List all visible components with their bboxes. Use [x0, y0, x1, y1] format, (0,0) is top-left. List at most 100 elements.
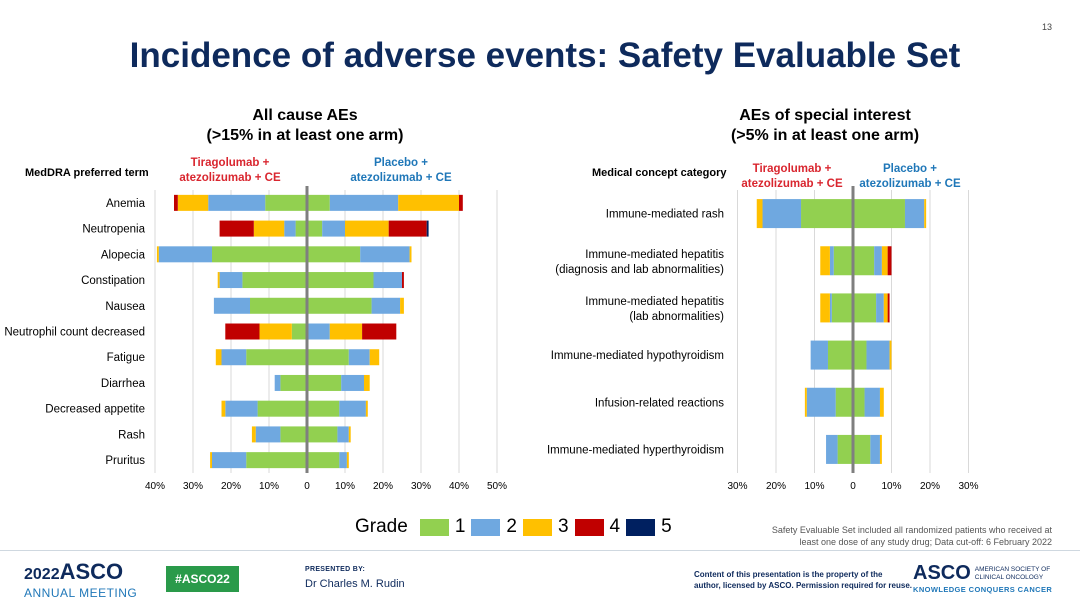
- bar-segment-tiragolumab-grade-1: [295, 220, 307, 237]
- bar-segment-placebo-grade-2: [874, 246, 882, 276]
- category-label: (lab abnormalities): [629, 311, 724, 323]
- x-tick-label: 20%: [766, 481, 786, 492]
- bar-segment-placebo-grade-1: [853, 434, 871, 464]
- right-column-header: Medical concept category: [592, 167, 727, 179]
- presenter-name: Dr Charles M. Rudin: [305, 578, 405, 590]
- bar-segment-tiragolumab-grade-4: [219, 220, 254, 237]
- bar-segment-placebo-grade-4: [459, 194, 463, 211]
- slide-title: Incidence of adverse events: Safety Eval…: [129, 36, 961, 75]
- legend-text: 3: [557, 516, 569, 537]
- category-label: (diagnosis and lab abnormalities): [555, 264, 724, 276]
- copyright-line: author, licensed by ASCO. Permission req…: [694, 581, 912, 590]
- bar-segment-tiragolumab-grade-1: [265, 194, 307, 211]
- x-tick-label: 10%: [804, 481, 824, 492]
- arm-label-line: Tiragolumab +: [190, 157, 270, 169]
- bar-segment-tiragolumab-grade-2: [255, 426, 281, 443]
- bar-segment-placebo-grade-1: [307, 194, 330, 211]
- left-chart-title-line1: All cause AEs: [252, 107, 358, 124]
- category-label: Pruritus: [105, 455, 145, 467]
- bar-segment-tiragolumab-grade-3: [820, 293, 830, 323]
- society-line: CLINICAL ONCOLOGY: [974, 573, 1044, 581]
- legend-item-grade-5: 5: [626, 516, 672, 538]
- x-tick-label: 20%: [920, 481, 940, 492]
- category-label: Anemia: [106, 198, 146, 210]
- right-arm-label-tiragolumab: Tiragolumab + atezolizumab + CE: [727, 162, 857, 192]
- left-column-header: MedDRA preferred term: [25, 167, 149, 179]
- bar-segment-tiragolumab-grade-3: [177, 194, 209, 211]
- bar-segment-placebo-grade-3: [400, 297, 404, 314]
- x-tick-label: 10%: [335, 481, 355, 492]
- bar-segment-placebo-grade-2: [371, 297, 401, 314]
- bar-segment-tiragolumab-grade-3: [820, 246, 830, 276]
- bar-segment-placebo-grade-3: [365, 400, 368, 417]
- bar-segment-placebo-grade-1: [307, 272, 374, 289]
- bar-segment-tiragolumab-grade-1: [837, 434, 853, 464]
- legend-text: 1: [454, 516, 466, 537]
- bar-segment-placebo-grade-1: [307, 400, 340, 417]
- bar-segment-placebo-grade-1: [853, 387, 865, 417]
- bar-segment-tiragolumab-grade-3: [217, 272, 220, 289]
- arm-label-line: atezolizumab + CE: [179, 172, 281, 184]
- bar-segment-placebo-grade-1: [307, 452, 340, 469]
- category-label: Immune-mediated hypothyroidism: [551, 350, 724, 362]
- arm-label-line: Placebo +: [373, 157, 428, 169]
- x-tick-label: 10%: [881, 481, 901, 492]
- bar-segment-tiragolumab-grade-1: [827, 340, 853, 370]
- logo-year: 2022: [24, 566, 60, 583]
- legend-text: 2: [506, 516, 517, 537]
- bar-segment-tiragolumab-grade-2: [208, 194, 266, 211]
- bar-segment-placebo-grade-2: [307, 323, 330, 340]
- x-tick-label: 40%: [145, 481, 165, 492]
- bar-segment-tiragolumab-grade-1: [242, 272, 307, 289]
- category-label: Fatigue: [107, 352, 145, 364]
- right-arm-label-placebo: Placebo + atezolizumab + CE: [845, 162, 975, 192]
- category-label: Immune-mediated hyperthyroidism: [547, 444, 724, 456]
- left-arm-label-placebo: Placebo + atezolizumab + CE: [336, 156, 466, 186]
- bar-segment-placebo-grade-4: [887, 293, 890, 323]
- bar-segment-placebo-grade-2: [904, 199, 925, 229]
- legend-swatch: [471, 518, 501, 536]
- legend-swatch: [522, 518, 552, 536]
- bar-segment-placebo-grade-2: [360, 246, 410, 263]
- copyright-line: Content of this presentation is the prop…: [694, 570, 883, 579]
- legend-swatch: [574, 518, 604, 536]
- presented-by-label: PRESENTED BY:: [305, 566, 366, 573]
- bar-segment-tiragolumab-grade-1: [291, 323, 307, 340]
- bar-segment-tiragolumab-grade-3: [251, 426, 256, 443]
- bar-segment-tiragolumab-grade-1: [250, 297, 307, 314]
- right-chart-title: AEs of special interest (>5% in at least…: [675, 106, 975, 146]
- slide-number: 13: [1041, 22, 1052, 32]
- bar-segment-tiragolumab-grade-4: [174, 194, 178, 211]
- arm-label-line: atezolizumab + CE: [859, 178, 961, 190]
- bar-segment-tiragolumab-grade-2: [762, 199, 802, 229]
- society-tagline: KNOWLEDGE CONQUERS CANCER: [913, 585, 1053, 594]
- bar-segment-placebo-grade-3: [329, 323, 363, 340]
- bar-segment-tiragolumab-grade-3: [756, 199, 763, 229]
- bar-segment-tiragolumab-grade-1: [257, 400, 307, 417]
- bar-segment-placebo-grade-1: [853, 246, 875, 276]
- bar-segment-placebo-grade-2: [337, 426, 349, 443]
- bar-segment-placebo-grade-1: [307, 349, 349, 366]
- right-chart-title-line1: AEs of special interest: [739, 107, 911, 124]
- bar-segment-placebo-grade-3: [398, 194, 459, 211]
- bar-segment-placebo-grade-3: [345, 220, 389, 237]
- bar-segment-placebo-grade-2: [373, 272, 402, 289]
- category-label: Rash: [118, 429, 145, 441]
- category-label: Immune-mediated hepatitis: [585, 296, 724, 308]
- bar-segment-tiragolumab-grade-2: [221, 349, 247, 366]
- left-chart-title-line2: (>15% in at least one arm): [206, 127, 404, 144]
- category-label: Diarrhea: [101, 378, 146, 390]
- bar-segment-tiragolumab-grade-2: [284, 220, 296, 237]
- x-tick-label: 40%: [449, 481, 469, 492]
- legend-label: Grade: [355, 516, 408, 537]
- x-tick-label: 30%: [411, 481, 431, 492]
- bar-segment-tiragolumab-grade-1: [280, 374, 307, 391]
- legend-text: 5: [661, 516, 672, 537]
- bar-segment-tiragolumab-grade-1: [246, 452, 307, 469]
- bar-segment-placebo-grade-4: [887, 246, 892, 276]
- asco-annual-meeting-logo: 2022ASCO ANNUAL MEETING: [24, 561, 137, 602]
- bar-segment-tiragolumab-grade-1: [835, 387, 853, 417]
- x-tick-label: 30%: [958, 481, 978, 492]
- logo-asco: ASCO: [59, 559, 124, 584]
- bar-segment-placebo-grade-3: [364, 374, 370, 391]
